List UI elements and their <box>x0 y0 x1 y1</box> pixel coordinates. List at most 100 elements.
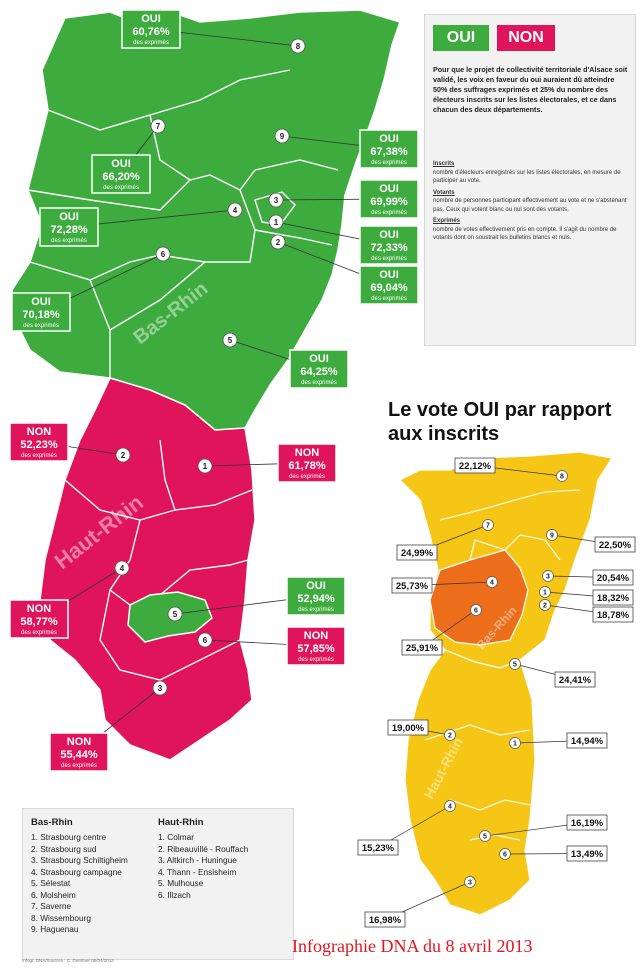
key-item: 9. Haguenau <box>31 924 79 934</box>
result-box-bg <box>289 349 349 389</box>
inscrits-percent: 18,78% <box>597 610 630 621</box>
canton-number: 1 <box>513 741 517 748</box>
inscrits-box-bg <box>364 911 406 928</box>
canton-marker <box>115 447 131 463</box>
result-percent: 60,76% <box>132 26 170 38</box>
key-item: 7. Saverne <box>31 901 72 911</box>
result-percent: 69,99% <box>370 196 408 208</box>
definition-term: Inscrits <box>433 161 455 167</box>
key-item: 2. Strasbourg sud <box>31 843 97 854</box>
info-panel: OUI NON Pour que le projet de collectivi… <box>424 14 636 346</box>
result-vote: NON <box>304 630 329 642</box>
inscrits-box-bg <box>592 569 634 586</box>
canton-marker <box>290 38 306 54</box>
result-vote: OUI <box>111 158 131 170</box>
result-vote: OUI <box>31 296 51 308</box>
oui-tag: OUI <box>433 25 489 51</box>
key-item: 1. Strasbourg centre <box>31 832 107 842</box>
inscrits-box: 20,54% <box>592 569 634 586</box>
inscrits-box: 25,91% <box>401 639 443 656</box>
result-vote: NON <box>67 736 92 748</box>
inscrits-percent: 13,49% <box>571 849 604 860</box>
inscrits-haut-rhin-fill <box>404 649 536 916</box>
canton-key: Bas-Rhin 1. Strasbourg centre 2. Strasbo… <box>22 808 294 960</box>
key-item: 8. Wissembourg <box>31 912 91 923</box>
result-vote: NON <box>27 426 52 438</box>
result-box-bg <box>11 292 71 332</box>
inscrits-box: 24,99% <box>396 544 438 561</box>
key-item: 4. Thann - Ensisheim <box>158 866 237 877</box>
canton-markers: 8 7 9 4 3 1 2 6 5 2 1 4 5 6 3 8 7 9 3 1 2 4 6 5 2 1 4 5 6 3 <box>114 38 568 888</box>
inscrits-box-bg <box>554 671 596 688</box>
result-vote: OUI <box>309 353 329 365</box>
key-bas-rhin-title: Bas-Rhin <box>31 817 73 828</box>
inscrits-border-line <box>469 539 506 561</box>
canton-marker <box>222 332 238 348</box>
definitions: Inscrits nombre d'électeurs enregistrés … <box>433 157 629 243</box>
inscrits-percent: 15,23% <box>362 843 395 854</box>
result-sub: des exprimés <box>298 657 334 663</box>
inscrits-box-bg <box>454 457 496 474</box>
canton-marker <box>499 848 511 860</box>
canton-number: 7 <box>486 523 490 530</box>
canton-marker <box>197 458 213 474</box>
canton-marker <box>152 680 168 696</box>
key-item: 4. Strasbourg campagne <box>31 866 122 877</box>
result-sub: des exprimés <box>371 210 407 216</box>
inscrits-box-bg <box>391 577 433 594</box>
bas-rhin-border-line <box>254 229 333 246</box>
result-percent: 57,85% <box>297 643 335 655</box>
canton-marker <box>227 202 243 218</box>
inscrits-percent: 16,19% <box>571 818 604 829</box>
key-haut-rhin: Haut-Rhin 1. Colmar 2. Ribeauvillé - Rou… <box>158 817 248 901</box>
result-box-bg <box>91 154 151 194</box>
definition-term: Exprimés <box>433 218 461 224</box>
result-sub: des exprimés <box>298 607 334 613</box>
result-box-bg <box>9 422 69 462</box>
inscrits-box: 14,94% <box>566 732 608 749</box>
result-box-bg <box>359 225 419 265</box>
inscrits-box-bg <box>566 845 608 862</box>
caption: Infographie DNA du 8 avril 2013 <box>292 936 533 956</box>
inscrits-box-bg <box>594 536 636 553</box>
inscrits-percent: 19,00% <box>392 723 425 734</box>
result-sub: des exprimés <box>21 453 57 459</box>
canton-number: 1 <box>203 462 208 471</box>
inscrits-percent: 20,54% <box>597 573 630 584</box>
result-sub: des exprimés <box>51 238 87 244</box>
result-percent: 69,04% <box>370 282 408 294</box>
inscrits-box-bg <box>592 606 634 623</box>
credit-line: Infogr. DNA/Sources : C. Gerstner 08/04/… <box>22 958 114 963</box>
key-item: 5. Mulhouse <box>158 878 204 888</box>
canton-marker <box>479 830 491 842</box>
result-box-bg <box>359 129 419 169</box>
result-percent: 55,44% <box>60 749 98 761</box>
inscrits-box: 25,73% <box>391 577 433 594</box>
canton-marker <box>444 800 456 812</box>
result-sub: des exprimés <box>133 40 169 46</box>
result-percent: 72,33% <box>370 242 408 254</box>
non-tag: NON <box>497 25 555 51</box>
canton-number: 4 <box>233 206 238 215</box>
result-percent: 52,94% <box>297 593 335 605</box>
canton-number: 3 <box>158 684 163 693</box>
canton-number: 6 <box>203 636 208 645</box>
result-sub: des exprimés <box>289 474 325 480</box>
key-item: 3. Strasbourg Schiltigheim <box>31 855 128 865</box>
inscrits-percent: 25,91% <box>406 643 439 654</box>
key-bas-rhin: Bas-Rhin 1. Strasbourg centre 2. Strasbo… <box>31 817 128 936</box>
canton-number: 2 <box>448 733 452 740</box>
bas-rhin-border-line <box>149 114 256 191</box>
result-percent: 70,18% <box>22 309 60 321</box>
canton-marker <box>482 519 494 531</box>
inscrits-percent: 14,94% <box>571 736 604 747</box>
result-sub: des exprimés <box>21 630 57 636</box>
result-percent: 64,25% <box>300 366 338 378</box>
inscrits-box-bg <box>592 589 634 606</box>
key-item: 1. Colmar <box>158 832 194 842</box>
canton-marker <box>197 632 213 648</box>
